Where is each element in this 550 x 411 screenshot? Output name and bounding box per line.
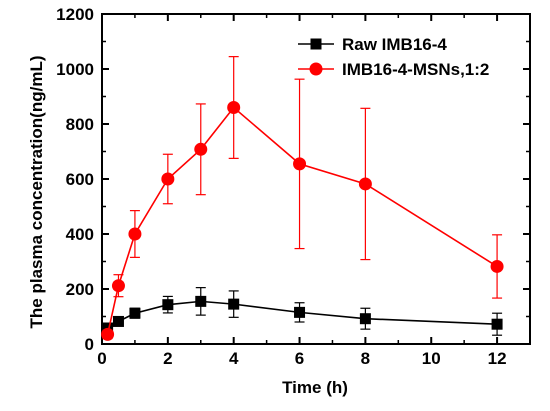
data-point <box>359 313 371 325</box>
x-tick-label: 0 <box>97 349 106 368</box>
x-tick-label: 10 <box>422 349 441 368</box>
legend-item-imb16-4-msns: IMB16-4-MSNs,1:2 <box>298 60 489 79</box>
y-tick-label: 1200 <box>56 5 94 24</box>
data-point <box>358 177 372 191</box>
data-point <box>161 172 175 186</box>
data-point <box>293 157 307 171</box>
x-tick-label: 12 <box>488 349 507 368</box>
data-point <box>294 306 306 318</box>
series-imb16-4-msns <box>101 56 504 341</box>
data-point <box>128 227 142 241</box>
series-raw-imb16-4 <box>102 287 503 336</box>
legend-label: IMB16-4-MSNs,1:2 <box>342 60 489 79</box>
legend-marker <box>310 38 322 50</box>
y-axis-label: The plasma concentration(ng/mL) <box>27 56 46 329</box>
x-tick-label: 4 <box>229 349 239 368</box>
data-point <box>194 142 208 156</box>
legend-marker <box>309 62 323 76</box>
x-tick-label: 8 <box>361 349 370 368</box>
y-tick-label: 0 <box>85 335 94 354</box>
legend: Raw IMB16-4 IMB16-4-MSNs,1:2 <box>298 35 489 79</box>
axes-layer: 0 2 4 6 8 10 12 0 200 400 600 800 1000 1200 <box>56 5 531 368</box>
data-point <box>228 298 240 310</box>
y-tick-label: 400 <box>66 225 94 244</box>
data-point <box>162 299 174 311</box>
data-point <box>195 295 207 307</box>
y-tick-label: 200 <box>66 280 94 299</box>
data-point <box>112 315 124 327</box>
data-point <box>490 259 504 273</box>
y-tick-label: 800 <box>66 115 94 134</box>
x-tick-label: 2 <box>163 349 172 368</box>
legend-item-raw-imb16-4: Raw IMB16-4 <box>298 35 447 54</box>
y-tick-label: 600 <box>66 170 94 189</box>
data-point <box>491 318 503 330</box>
legend-label: Raw IMB16-4 <box>342 35 447 54</box>
data-point <box>111 279 125 293</box>
y-tick-label: 1000 <box>56 60 94 79</box>
data-point <box>129 307 141 319</box>
series-layer <box>101 56 504 341</box>
x-tick-label: 6 <box>295 349 304 368</box>
x-axis-label: Time (h) <box>282 378 348 397</box>
data-point <box>227 101 241 114</box>
data-point <box>101 327 115 341</box>
